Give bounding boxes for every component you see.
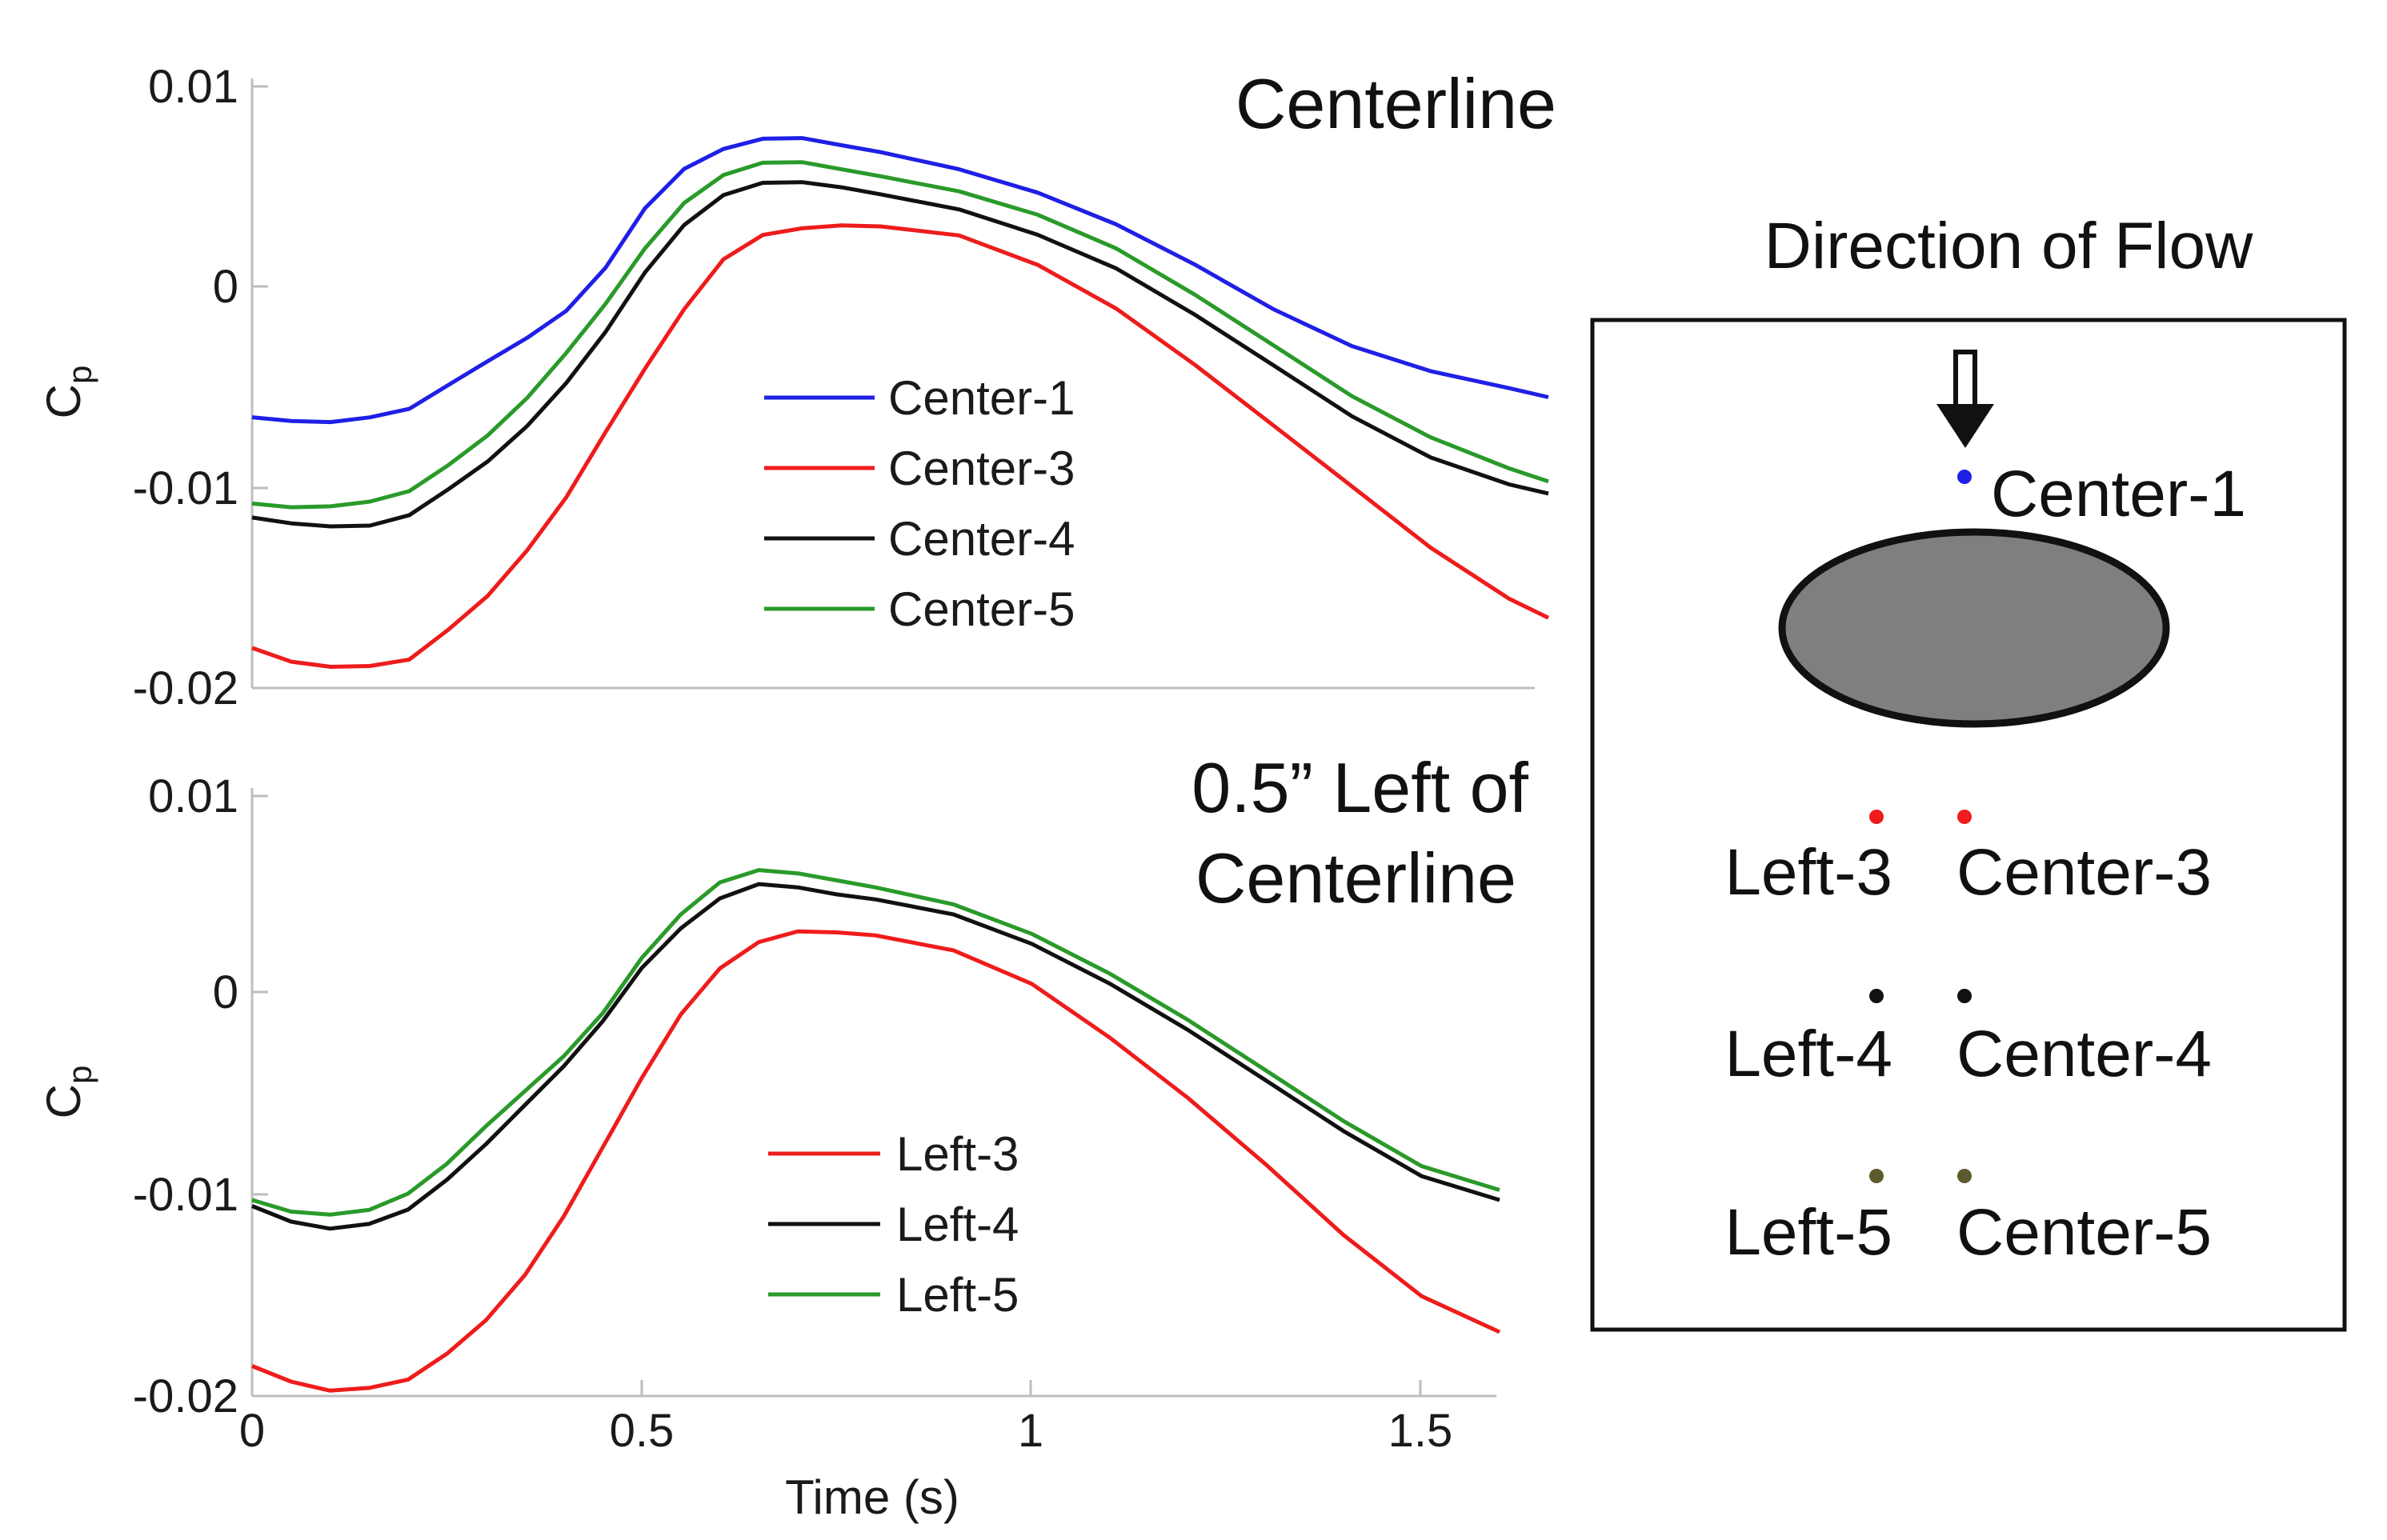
tap-label-center-1: Center-1 xyxy=(1991,458,2246,530)
flow-arrow-icon xyxy=(1936,350,1994,448)
cylinder-body xyxy=(1778,528,2170,728)
tap-label-left-3: Left-3 xyxy=(1724,836,1892,909)
svg-text:Cp: Cp xyxy=(37,1066,98,1119)
bottom-legend: Left-3 Left-4 Left-5 xyxy=(768,1127,1019,1322)
diagram-frame xyxy=(1590,318,2347,1332)
bottom-chart-panel: 0.01 0 -0.01 -0.02 0 0.5 1 1.5 Time (s) … xyxy=(37,748,1529,1524)
tap-center-4-dot xyxy=(1957,989,1972,1003)
top-ylabel: C xyxy=(37,384,90,418)
tap-center-1-dot xyxy=(1957,470,1972,484)
bottom-y-axis-title: Cp xyxy=(37,1066,98,1119)
series-line-center-3 xyxy=(251,223,1550,669)
top-ytick-label: -0.02 xyxy=(133,662,238,714)
legend-label-center-1: Center-1 xyxy=(888,371,1075,425)
top-ylabel-sub: p xyxy=(61,366,98,384)
top-series-group xyxy=(251,136,1550,669)
tap-left-5-dot xyxy=(1869,1169,1884,1183)
top-chart-panel: 0.01 0 -0.01 -0.02 Cp Centerline Center-… xyxy=(37,61,1556,714)
bottom-ytick-label: -0.02 xyxy=(133,1370,238,1422)
legend-label-center-3: Center-3 xyxy=(888,442,1075,495)
legend-label-left-3: Left-3 xyxy=(896,1127,1019,1181)
top-ytick-label: 0.01 xyxy=(148,61,238,113)
top-y-axis: 0.01 0 -0.01 -0.02 xyxy=(133,61,1535,714)
tap-left-3-dot xyxy=(1869,810,1884,824)
bottom-chart-title-line2: Centerline xyxy=(1196,838,1516,918)
tap-label-center-4: Center-4 xyxy=(1956,1018,2212,1090)
tap-center-3-dot xyxy=(1957,810,1972,824)
bottom-chart-title-line1: 0.5” Left of xyxy=(1191,748,1528,827)
bottom-xtick-label: 0.5 xyxy=(610,1405,675,1457)
top-legend: Center-1 Center-3 Center-4 Center-5 xyxy=(764,371,1075,636)
top-chart-title: Centerline xyxy=(1236,64,1556,143)
legend-label-center-5: Center-5 xyxy=(888,582,1075,636)
bottom-ylabel-sub: p xyxy=(61,1066,98,1084)
bottom-ytick-label: 0.01 xyxy=(148,770,238,822)
bottom-xtick-label: 1 xyxy=(1018,1405,1043,1457)
series-line-left-3 xyxy=(251,929,1501,1393)
top-y-axis-title: Cp xyxy=(37,366,98,419)
bottom-ytick-label: 0 xyxy=(213,966,238,1018)
tap-label-center-5: Center-5 xyxy=(1956,1196,2212,1269)
bottom-xtick-label: 0 xyxy=(239,1405,265,1457)
bottom-xlabel: Time (s) xyxy=(785,1470,959,1524)
bottom-ytick-label: -0.01 xyxy=(133,1169,238,1221)
tap-label-left-4: Left-4 xyxy=(1724,1018,1892,1090)
legend-label-left-4: Left-4 xyxy=(896,1198,1019,1251)
series-line-left-4 xyxy=(251,882,1500,1231)
bottom-xtick-label: 1.5 xyxy=(1388,1405,1453,1457)
top-ytick-label: 0 xyxy=(213,261,238,313)
series-line-center-4 xyxy=(251,180,1549,529)
tap-label-center-3: Center-3 xyxy=(1956,836,2212,909)
svg-text:Cp: Cp xyxy=(37,366,98,419)
top-ytick-label: -0.01 xyxy=(133,462,238,514)
tap-center-5-dot xyxy=(1957,1169,1972,1183)
bottom-ylabel: C xyxy=(37,1084,90,1118)
legend-label-center-4: Center-4 xyxy=(888,512,1075,566)
diagram-title: Direction of Flow xyxy=(1764,210,2253,282)
bottom-series-group xyxy=(251,868,1501,1393)
flow-diagram: Direction of Flow Center-1 Left-3 Center… xyxy=(1590,210,2347,1332)
tap-label-left-5: Left-5 xyxy=(1724,1196,1892,1269)
series-line-center-5 xyxy=(251,160,1549,510)
legend-label-left-5: Left-5 xyxy=(896,1268,1019,1322)
tap-left-4-dot xyxy=(1869,989,1884,1003)
series-line-center-1 xyxy=(251,136,1549,425)
series-line-left-5 xyxy=(251,868,1500,1217)
bottom-axes: 0.01 0 -0.01 -0.02 0 0.5 1 1.5 Time (s) xyxy=(133,770,1496,1524)
